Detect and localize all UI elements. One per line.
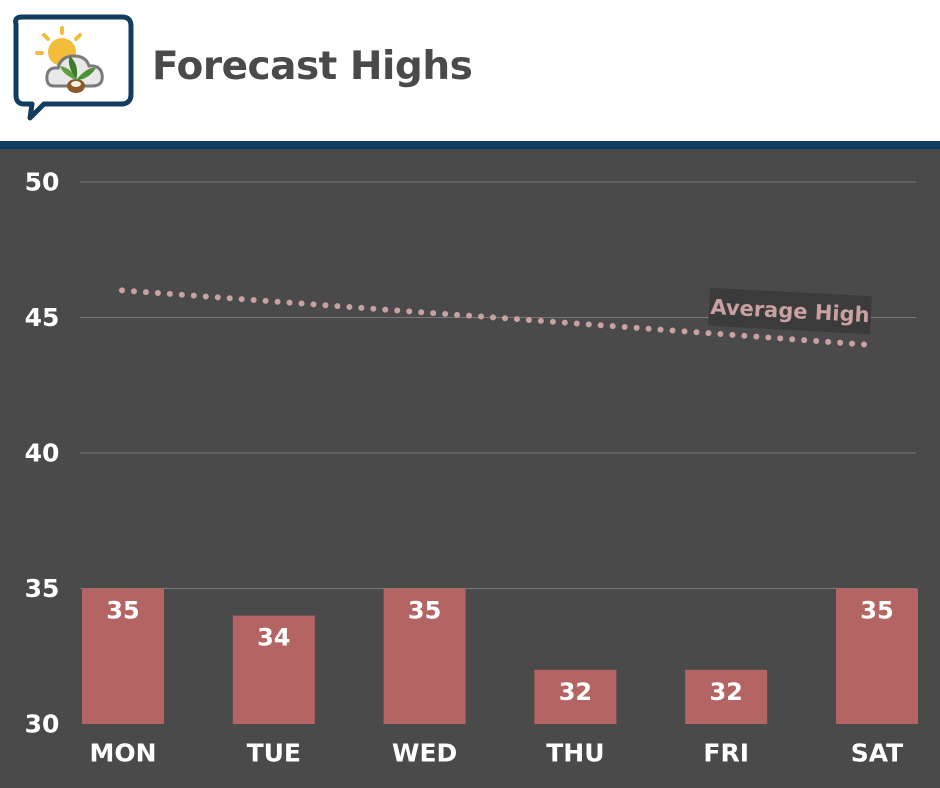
bar-value-label: 35 [860, 597, 893, 625]
bar-value-label: 34 [257, 624, 290, 652]
y-tick-label: 45 [25, 303, 60, 332]
y-tick-label: 30 [25, 710, 60, 739]
bar-value-label: 32 [559, 678, 592, 706]
page-title: Forecast Highs [152, 44, 473, 89]
x-category-label: THU [546, 739, 604, 768]
average-high-line [119, 287, 869, 348]
bar [383, 588, 466, 724]
average-high-label-box [708, 287, 872, 335]
bar [82, 588, 164, 724]
x-category-label: TUE [247, 739, 301, 768]
x-category-label: MON [89, 739, 156, 768]
weather-logo-icon [13, 14, 134, 121]
bar [836, 588, 918, 724]
y-tick-label: 40 [25, 439, 60, 468]
header: Forecast Highs [0, 0, 940, 141]
bar [685, 669, 768, 724]
forecast-bar-chart: 30 35 40 45 50 35 MON 34 TUE 35 WED 32 THU 32 FRI 35 SAT… [25, 168, 918, 768]
y-tick-label: 35 [25, 574, 60, 603]
x-category-label: FRI [703, 739, 749, 768]
bar [232, 615, 315, 724]
x-category-label: SAT [851, 739, 903, 768]
bar-value-label: 32 [709, 678, 742, 706]
y-tick-label: 50 [25, 168, 60, 197]
average-high-label: Average High [708, 287, 872, 335]
bar [534, 669, 617, 724]
header-divider [0, 141, 940, 149]
bar-value-label: 35 [408, 597, 441, 625]
x-category-label: WED [392, 739, 457, 768]
bar-value-label: 35 [106, 597, 139, 625]
